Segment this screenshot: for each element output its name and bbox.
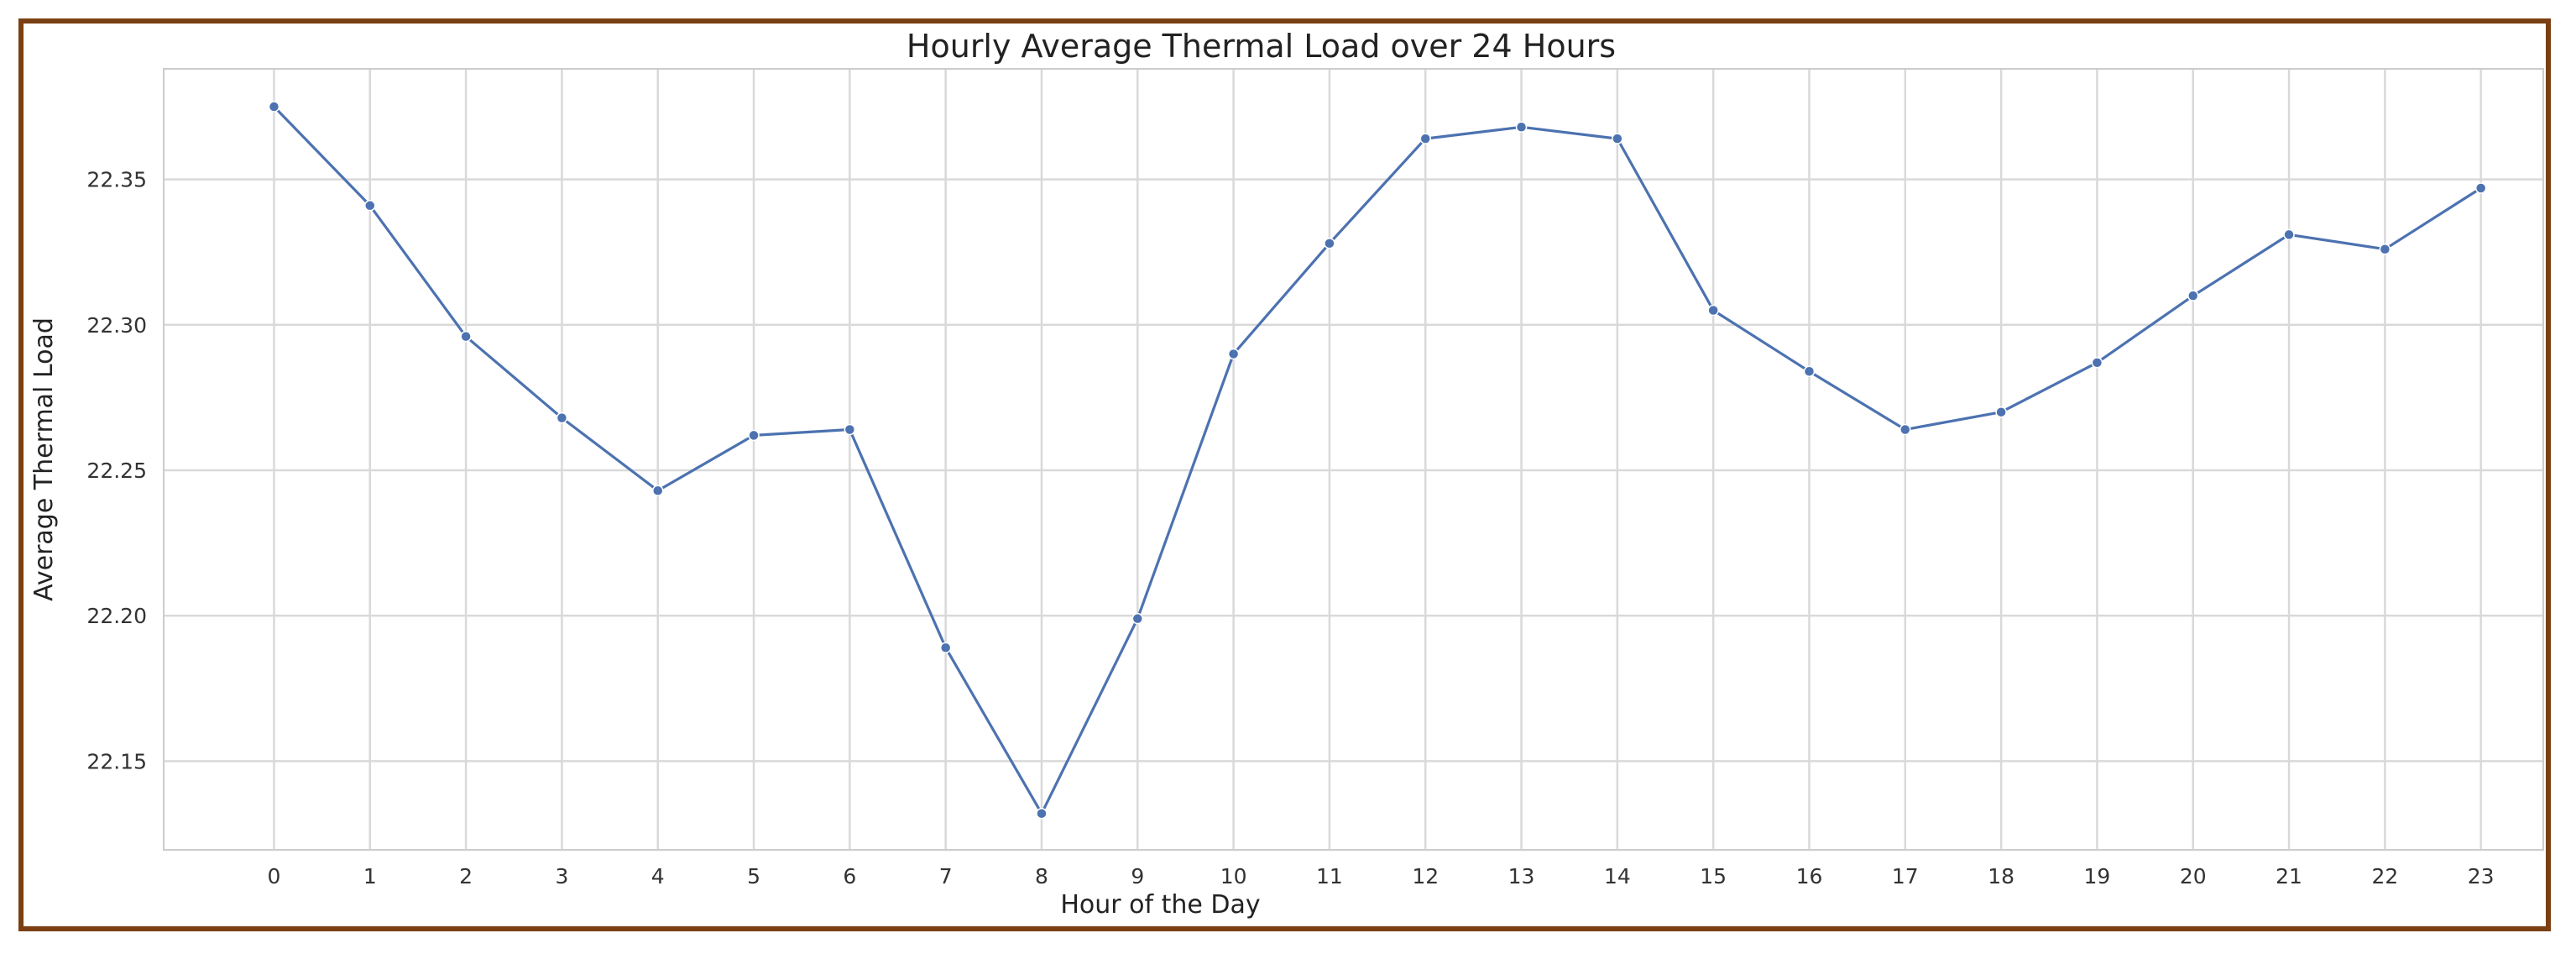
x-tick-label: 23 (2468, 864, 2495, 888)
data-point (1324, 238, 1335, 249)
x-tick-label: 6 (843, 864, 856, 888)
data-point (2474, 182, 2487, 194)
data-point (268, 101, 280, 113)
x-tick-label: 1 (363, 864, 377, 888)
x-tick-label: 19 (2084, 864, 2111, 888)
data-point (939, 642, 952, 654)
x-tick-label: 0 (268, 864, 281, 888)
x-tick-label: 21 (2276, 864, 2302, 888)
y-tick-label: 22.35 (86, 168, 147, 192)
data-point (1131, 612, 1144, 625)
data-point (651, 485, 664, 496)
data-point (556, 411, 568, 424)
data-point (1036, 807, 1048, 820)
x-tick-label: 7 (939, 864, 953, 888)
x-tick-label: 10 (1220, 864, 1247, 888)
x-tick-label: 16 (1796, 864, 1823, 888)
x-tick-label: 11 (1316, 864, 1343, 888)
chart-title: Hourly Average Thermal Load over 24 Hour… (907, 28, 1616, 65)
x-tick-label: 12 (1412, 864, 1439, 888)
x-tick-label: 9 (1131, 864, 1144, 888)
data-point (1995, 406, 2007, 418)
data-point (844, 423, 856, 436)
axes-box (163, 68, 2544, 851)
y-axis-label: Average Thermal Load (29, 317, 59, 601)
data-point (1419, 133, 1431, 144)
x-tick-label: 20 (2180, 864, 2207, 888)
x-tick-label: 2 (459, 864, 473, 888)
data-point (2091, 357, 2103, 369)
data-point (748, 429, 760, 442)
data-point (1227, 348, 1240, 360)
x-tick-label: 18 (1988, 864, 2014, 888)
x-tick-label: 8 (1035, 864, 1048, 888)
series-layer (268, 101, 2487, 820)
x-axis-label: Hour of the Day (1060, 890, 1260, 920)
data-point (2187, 290, 2199, 301)
x-tick-label: 22 (2371, 864, 2398, 888)
y-tick-label: 22.25 (86, 459, 147, 483)
x-tick-label: 3 (555, 864, 568, 888)
y-tick-label: 22.20 (86, 604, 147, 628)
x-tick-label: 13 (1508, 864, 1535, 888)
data-point (460, 330, 472, 343)
data-point (2283, 228, 2295, 241)
x-tick-label: 14 (1604, 864, 1631, 888)
x-tick-label: 17 (1892, 864, 1919, 888)
data-point (1515, 121, 1528, 134)
x-tick-label: 4 (651, 864, 665, 888)
data-point (1803, 365, 1816, 377)
data-point (1899, 423, 1911, 436)
y-tick-label: 22.30 (86, 313, 147, 338)
x-tick-label: 5 (747, 864, 760, 888)
data-point (1707, 304, 1719, 317)
grid-layer (164, 69, 2543, 850)
data-point (364, 200, 376, 212)
y-tick-label: 22.15 (86, 749, 147, 773)
series-line (273, 105, 2482, 815)
x-tick-label: 15 (1700, 864, 1727, 888)
chart-frame (18, 18, 2551, 931)
tick-layer: 0 1 2 3 4 5 6 7 8 9 10 11 12 13 14 15 16 17 18 19 20 21 22 2322… (86, 168, 2494, 888)
data-point (1612, 133, 1623, 144)
data-point (2379, 243, 2391, 255)
